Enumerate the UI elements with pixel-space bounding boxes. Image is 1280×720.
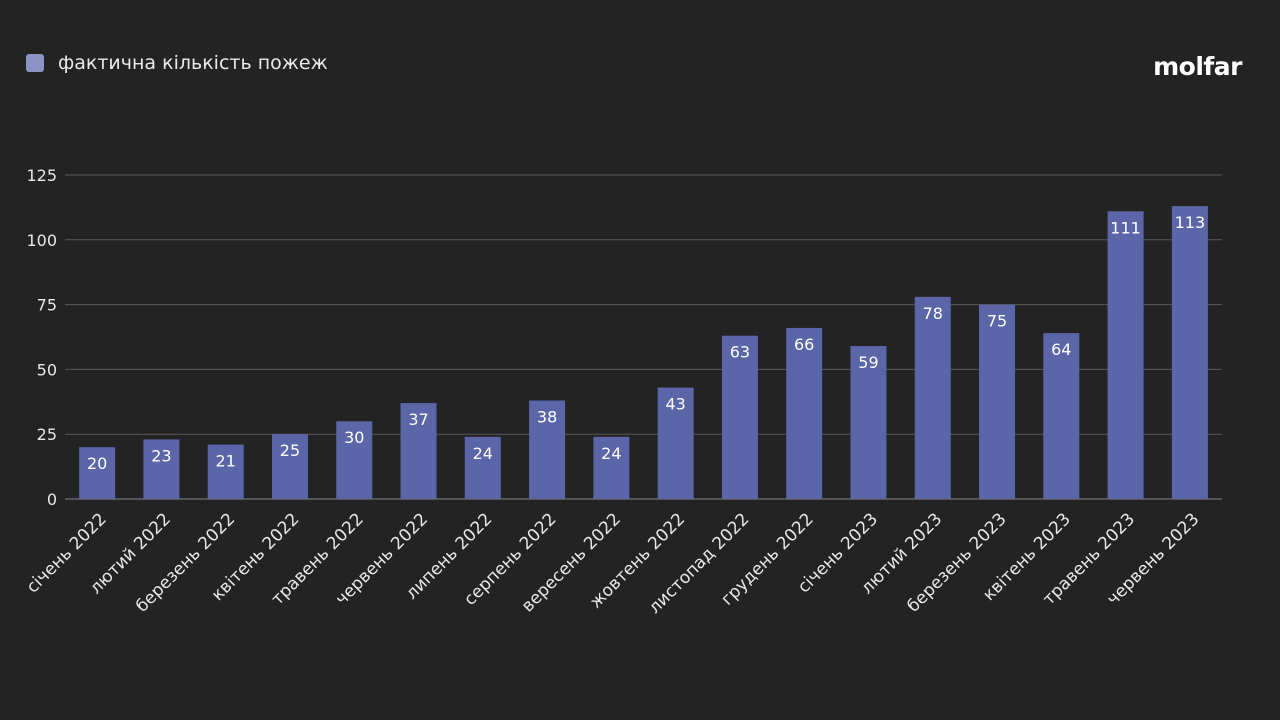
data-label: 37 (408, 410, 428, 429)
data-label: 63 (730, 343, 750, 362)
bar (786, 327, 823, 499)
bar (336, 421, 373, 499)
bar (657, 387, 694, 499)
y-tick-label: 25 (37, 425, 57, 444)
bar (850, 346, 887, 499)
data-label: 38 (537, 408, 557, 427)
legend-swatch (26, 54, 44, 72)
y-tick-label: 125 (26, 166, 57, 185)
y-tick-label: 75 (37, 296, 57, 315)
bar (1171, 206, 1208, 499)
bar (593, 436, 630, 499)
data-label: 21 (216, 452, 236, 471)
bar (79, 447, 116, 499)
y-tick-label: 0 (47, 490, 57, 509)
data-label: 66 (794, 335, 814, 354)
data-label: 113 (1175, 213, 1206, 232)
bar (529, 400, 566, 499)
legend-label: фактична кількість пожеж (58, 52, 328, 74)
data-label: 20 (87, 454, 107, 473)
data-label: 25 (280, 441, 300, 460)
y-tick-label: 100 (26, 231, 57, 250)
data-label: 64 (1051, 340, 1071, 359)
data-label: 43 (665, 395, 685, 414)
bar (464, 436, 501, 499)
data-label: 23 (151, 446, 171, 465)
y-tick-label: 50 (37, 360, 57, 379)
bar (1043, 333, 1080, 499)
data-label: 111 (1110, 218, 1141, 237)
data-label: 30 (344, 428, 364, 447)
bar (721, 335, 758, 499)
data-label: 24 (601, 444, 621, 463)
bar (271, 434, 308, 499)
data-label: 78 (923, 304, 943, 323)
bar (979, 304, 1016, 499)
data-label: 75 (987, 312, 1007, 331)
bar (914, 296, 951, 499)
legend: фактична кількість пожеж (26, 52, 328, 74)
data-label: 24 (473, 444, 493, 463)
bar (400, 403, 437, 499)
bar (207, 444, 244, 499)
data-label: 59 (858, 353, 878, 372)
bar (143, 439, 180, 499)
molfar-logo: molfar (1153, 52, 1242, 81)
bar (1107, 211, 1144, 499)
